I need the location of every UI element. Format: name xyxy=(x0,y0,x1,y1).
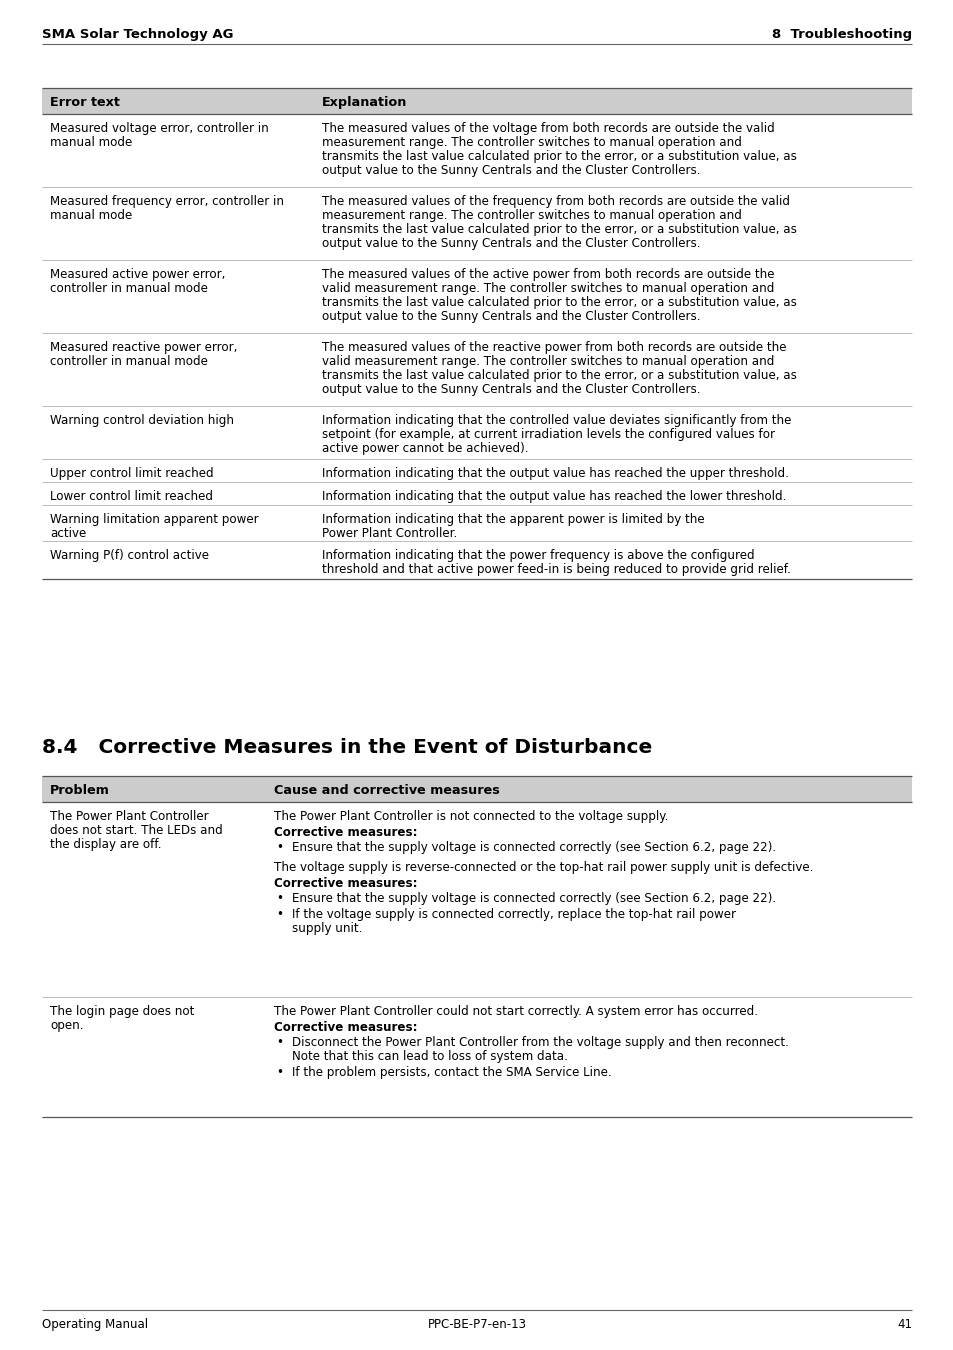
Text: Corrective measures:: Corrective measures: xyxy=(274,826,417,838)
Text: output value to the Sunny Centrals and the Cluster Controllers.: output value to the Sunny Centrals and t… xyxy=(322,310,700,323)
Text: The measured values of the reactive power from both records are outside the: The measured values of the reactive powe… xyxy=(322,342,786,354)
Text: Warning limitation apparent power: Warning limitation apparent power xyxy=(50,513,258,526)
Text: Error text: Error text xyxy=(50,96,120,109)
Text: The login page does not: The login page does not xyxy=(50,1004,194,1018)
Text: open.: open. xyxy=(50,1019,84,1031)
Text: Information indicating that the power frequency is above the configured: Information indicating that the power fr… xyxy=(322,549,754,562)
Text: Corrective measures:: Corrective measures: xyxy=(274,878,417,890)
Text: •: • xyxy=(276,841,283,855)
Text: 8.4   Corrective Measures in the Event of Disturbance: 8.4 Corrective Measures in the Event of … xyxy=(42,738,652,757)
Text: SMA Solar Technology AG: SMA Solar Technology AG xyxy=(42,28,233,40)
Text: controller in manual mode: controller in manual mode xyxy=(50,282,208,296)
Text: Problem: Problem xyxy=(50,784,110,796)
Text: 41: 41 xyxy=(896,1318,911,1331)
Text: transmits the last value calculated prior to the error, or a substitution value,: transmits the last value calculated prio… xyxy=(322,150,797,163)
Text: valid measurement range. The controller switches to manual operation and: valid measurement range. The controller … xyxy=(322,355,774,369)
Text: The voltage supply is reverse-connected or the top-hat rail power supply unit is: The voltage supply is reverse-connected … xyxy=(274,861,813,873)
Text: Warning control deviation high: Warning control deviation high xyxy=(50,414,233,427)
Text: PPC-BE-P7-en-13: PPC-BE-P7-en-13 xyxy=(427,1318,526,1331)
Text: transmits the last value calculated prior to the error, or a substitution value,: transmits the last value calculated prio… xyxy=(322,369,797,382)
Text: Disconnect the Power Plant Controller from the voltage supply and then reconnect: Disconnect the Power Plant Controller fr… xyxy=(293,1035,788,1049)
Text: Information indicating that the output value has reached the upper threshold.: Information indicating that the output v… xyxy=(322,467,788,481)
Bar xyxy=(42,88,911,113)
Text: •: • xyxy=(276,1066,283,1079)
Text: output value to the Sunny Centrals and the Cluster Controllers.: output value to the Sunny Centrals and t… xyxy=(322,238,700,250)
Text: •: • xyxy=(276,892,283,904)
Text: Warning P(f) control active: Warning P(f) control active xyxy=(50,549,209,562)
Text: •: • xyxy=(276,909,283,921)
Text: The Power Plant Controller is not connected to the voltage supply.: The Power Plant Controller is not connec… xyxy=(274,810,668,824)
Text: transmits the last value calculated prior to the error, or a substitution value,: transmits the last value calculated prio… xyxy=(322,223,797,236)
Text: active: active xyxy=(50,526,86,540)
Text: Corrective measures:: Corrective measures: xyxy=(274,1021,417,1034)
Text: The measured values of the active power from both records are outside the: The measured values of the active power … xyxy=(322,269,774,281)
Text: 8  Troubleshooting: 8 Troubleshooting xyxy=(771,28,911,40)
Text: Operating Manual: Operating Manual xyxy=(42,1318,148,1331)
Text: does not start. The LEDs and: does not start. The LEDs and xyxy=(50,824,222,837)
Text: output value to the Sunny Centrals and the Cluster Controllers.: output value to the Sunny Centrals and t… xyxy=(322,163,700,177)
Text: threshold and that active power feed-in is being reduced to provide grid relief.: threshold and that active power feed-in … xyxy=(322,563,790,576)
Text: Information indicating that the output value has reached the lower threshold.: Information indicating that the output v… xyxy=(322,490,786,504)
Text: the display are off.: the display are off. xyxy=(50,838,161,850)
Text: Measured active power error,: Measured active power error, xyxy=(50,269,225,281)
Text: manual mode: manual mode xyxy=(50,209,132,221)
Text: supply unit.: supply unit. xyxy=(293,922,362,936)
Text: active power cannot be achieved).: active power cannot be achieved). xyxy=(322,441,528,455)
Text: Upper control limit reached: Upper control limit reached xyxy=(50,467,213,481)
Text: Power Plant Controller.: Power Plant Controller. xyxy=(322,526,457,540)
Text: Measured frequency error, controller in: Measured frequency error, controller in xyxy=(50,194,284,208)
Text: output value to the Sunny Centrals and the Cluster Controllers.: output value to the Sunny Centrals and t… xyxy=(322,383,700,396)
Text: Explanation: Explanation xyxy=(322,96,407,109)
Text: valid measurement range. The controller switches to manual operation and: valid measurement range. The controller … xyxy=(322,282,774,296)
Text: measurement range. The controller switches to manual operation and: measurement range. The controller switch… xyxy=(322,209,741,221)
Text: Information indicating that the controlled value deviates significantly from the: Information indicating that the controll… xyxy=(322,414,791,427)
Text: Note that this can lead to loss of system data.: Note that this can lead to loss of syste… xyxy=(293,1050,568,1062)
Text: The measured values of the voltage from both records are outside the valid: The measured values of the voltage from … xyxy=(322,122,774,135)
Text: setpoint (for example, at current irradiation levels the configured values for: setpoint (for example, at current irradi… xyxy=(322,428,775,441)
Text: The Power Plant Controller could not start correctly. A system error has occurre: The Power Plant Controller could not sta… xyxy=(274,1004,758,1018)
Text: Cause and corrective measures: Cause and corrective measures xyxy=(274,784,499,796)
Text: •: • xyxy=(276,1035,283,1049)
Text: The measured values of the frequency from both records are outside the valid: The measured values of the frequency fro… xyxy=(322,194,789,208)
Text: Measured voltage error, controller in: Measured voltage error, controller in xyxy=(50,122,269,135)
Text: controller in manual mode: controller in manual mode xyxy=(50,355,208,369)
Text: Lower control limit reached: Lower control limit reached xyxy=(50,490,213,504)
Bar xyxy=(42,776,911,802)
Text: The Power Plant Controller: The Power Plant Controller xyxy=(50,810,209,824)
Text: Measured reactive power error,: Measured reactive power error, xyxy=(50,342,237,354)
Text: Ensure that the supply voltage is connected correctly (see Section 6.2, page 22): Ensure that the supply voltage is connec… xyxy=(293,841,776,855)
Text: measurement range. The controller switches to manual operation and: measurement range. The controller switch… xyxy=(322,136,741,148)
Text: Information indicating that the apparent power is limited by the: Information indicating that the apparent… xyxy=(322,513,704,526)
Text: manual mode: manual mode xyxy=(50,136,132,148)
Text: If the voltage supply is connected correctly, replace the top-hat rail power: If the voltage supply is connected corre… xyxy=(293,909,736,921)
Text: Ensure that the supply voltage is connected correctly (see Section 6.2, page 22): Ensure that the supply voltage is connec… xyxy=(293,892,776,904)
Text: transmits the last value calculated prior to the error, or a substitution value,: transmits the last value calculated prio… xyxy=(322,296,797,309)
Text: If the problem persists, contact the SMA Service Line.: If the problem persists, contact the SMA… xyxy=(293,1066,612,1079)
